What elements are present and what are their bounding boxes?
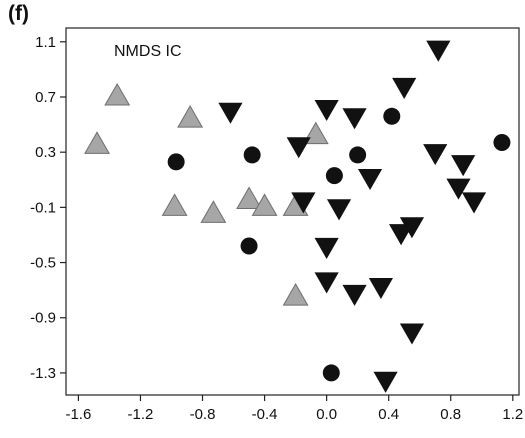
triangle-down-point (314, 272, 339, 294)
triangle-down-point (342, 284, 367, 306)
x-tick-label: 0.0 (316, 406, 337, 423)
triangle-down-point (286, 137, 311, 159)
y-tick-label: -0.5 (30, 255, 56, 272)
triangle-down-point (326, 199, 352, 221)
triangle-down-point (368, 277, 394, 300)
triangle-down-point (373, 371, 398, 393)
chart-title: NMDS IC (114, 43, 182, 60)
triangle-up-point (161, 193, 188, 216)
triangle-down-point (218, 102, 243, 124)
triangle-down-point (392, 77, 417, 99)
circle-point (322, 364, 340, 382)
y-tick-label: -0.9 (30, 310, 56, 327)
circle-point (240, 237, 258, 255)
triangle-up-point (84, 131, 110, 154)
y-tick-label: 0.7 (35, 89, 56, 106)
panel-label: (f) (8, 2, 29, 25)
y-tick-label: -1.3 (30, 365, 56, 382)
triangle-up-point (177, 105, 204, 128)
triangle-down-point (399, 323, 425, 345)
circle-point (493, 134, 511, 152)
circle-point (325, 167, 343, 185)
triangle-down-point (314, 99, 339, 122)
plot-frame (65, 27, 520, 396)
triangle-down-point (451, 155, 476, 177)
circle-point (167, 153, 185, 171)
x-tick-label: 0.4 (378, 406, 399, 423)
y-tick-label: 1.1 (35, 34, 56, 51)
x-tick-label: -1.6 (65, 406, 91, 423)
circle-point (349, 146, 367, 164)
triangle-down-point (423, 144, 448, 166)
triangle-down-point (314, 237, 339, 259)
data-points (84, 40, 511, 393)
triangle-up-point (200, 200, 227, 223)
triangle-up-point (282, 283, 309, 306)
x-axis: -1.6 -1.2 -0.8 -0.4 0.0 0.4 0.8 1.2 (65, 395, 523, 423)
triangle-down-point (461, 192, 487, 214)
triangle-down-point (446, 178, 471, 200)
y-tick-label: -0.1 (30, 199, 56, 216)
x-tick-label: 1.2 (502, 406, 523, 423)
triangle-down-point (342, 108, 367, 130)
y-tick-label: 0.3 (35, 144, 56, 161)
x-tick-label: -1.2 (128, 406, 154, 423)
triangle-up-point (251, 193, 278, 216)
circle-point (383, 107, 401, 125)
y-axis: 1.1 0.7 0.3 -0.1 -0.5 -0.9 -1.3 (30, 34, 66, 382)
triangle-down-point (291, 192, 316, 214)
x-tick-label: 0.8 (440, 406, 461, 423)
triangle-up-point (104, 82, 131, 106)
x-tick-label: -0.4 (252, 406, 278, 423)
x-tick-label: -0.8 (190, 406, 216, 423)
triangle-down-point (426, 40, 451, 62)
triangle-up-point (236, 186, 263, 210)
circle-point (243, 146, 261, 164)
triangle-down-point (399, 217, 425, 239)
triangle-down-point (357, 168, 383, 191)
